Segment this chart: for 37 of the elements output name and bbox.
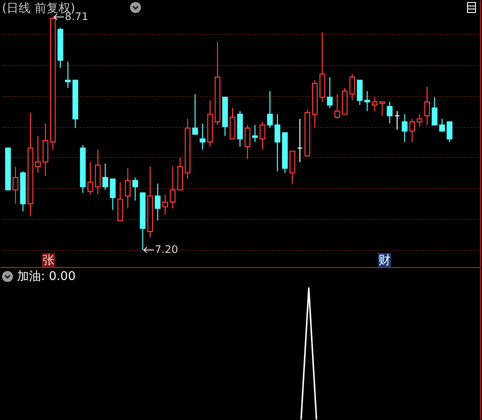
candlestick — [132, 176, 138, 202]
candlestick — [200, 122, 206, 150]
candlestick — [170, 166, 176, 209]
candlestick — [326, 76, 333, 109]
candlestick — [349, 74, 356, 101]
candlestick — [424, 86, 430, 126]
candlestick — [342, 87, 348, 115]
candlestick — [154, 183, 161, 222]
candlestick — [102, 163, 108, 190]
candlestick — [162, 194, 168, 216]
candlestick — [394, 110, 400, 130]
candlestick — [252, 124, 258, 142]
candlestick — [244, 124, 250, 160]
text: 财 — [378, 253, 391, 267]
candlestick — [386, 101, 393, 124]
candlestick — [117, 182, 124, 222]
candlestick — [64, 61, 71, 88]
candlestick — [87, 162, 94, 195]
candlestick — [110, 178, 116, 210]
candlestick — [230, 108, 236, 140]
candlestick — [297, 118, 303, 163]
candlestick — [290, 150, 296, 184]
text: 张 — [42, 253, 55, 267]
candlestick — [372, 96, 378, 112]
candlestick — [94, 149, 101, 195]
candlestick — [319, 32, 326, 102]
candlestick — [356, 80, 363, 106]
candlestick — [364, 90, 370, 112]
candlestick — [334, 94, 340, 120]
candlestick — [12, 166, 18, 204]
candlestick — [124, 168, 131, 209]
candlestick — [379, 101, 386, 116]
candlestick — [260, 121, 266, 150]
chart-title: 加油: 0.00 — [17, 269, 76, 283]
candlestick — [192, 94, 198, 135]
annotation: 7.20 — [154, 244, 178, 256]
candlestick — [402, 114, 408, 142]
